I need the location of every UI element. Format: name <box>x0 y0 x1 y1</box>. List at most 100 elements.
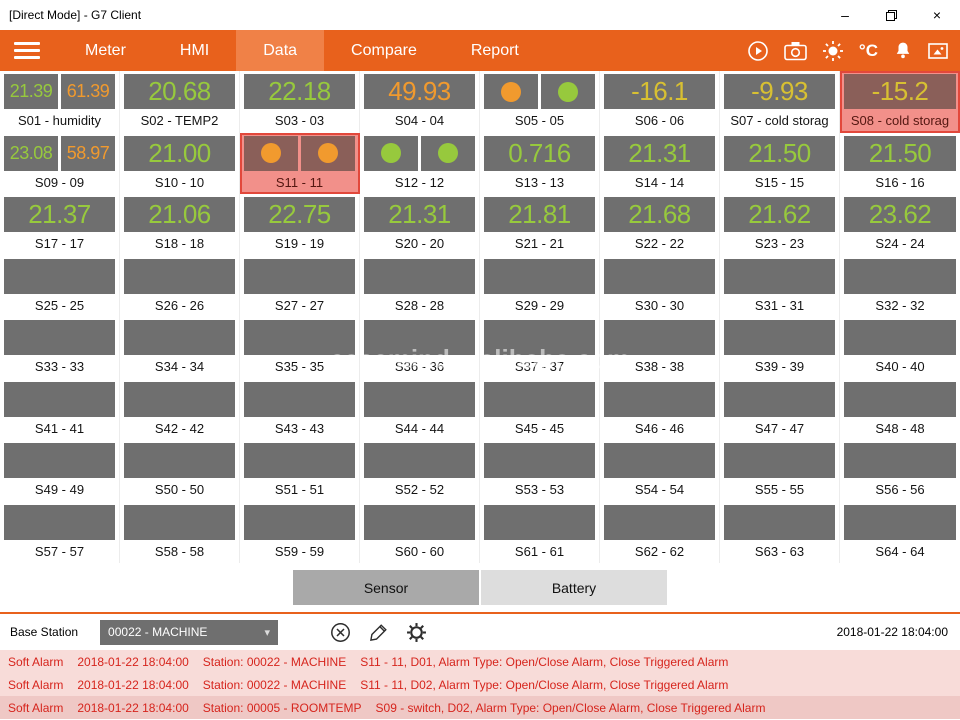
tab-meter[interactable]: Meter <box>85 41 126 59</box>
sensor-tile-s17[interactable]: 21.37 S17 - 17 <box>0 194 120 256</box>
sensor-tile-s01[interactable]: 21.39 61.39 S01 - humidity <box>0 71 120 133</box>
sensor-tile-s22[interactable]: 21.68 S22 - 22 <box>600 194 720 256</box>
export-image-icon[interactable] <box>928 41 948 61</box>
sensor-tile-s29[interactable]: S29 - 29 <box>480 255 600 317</box>
sensor-tile-s45[interactable]: S45 - 45 <box>480 378 600 440</box>
sensor-tile-s53[interactable]: S53 - 53 <box>480 440 600 502</box>
sensor-tile-s34[interactable]: S34 - 34 <box>120 317 240 379</box>
sensor-value-boxes: 21.68 <box>604 197 715 232</box>
sensor-tile-s44[interactable]: S44 - 44 <box>360 378 480 440</box>
sensor-label: S62 - 62 <box>634 543 685 559</box>
sensor-tile-s60[interactable]: S60 - 60 <box>360 501 480 563</box>
settings-gear-icon[interactable] <box>406 622 427 643</box>
sensor-tile-s47[interactable]: S47 - 47 <box>720 378 840 440</box>
sensor-tile-s63[interactable]: S63 - 63 <box>720 501 840 563</box>
sensor-value-box <box>364 443 475 478</box>
sensor-tile-s08[interactable]: -15.2 S08 - cold storag <box>840 71 960 133</box>
sensor-tile-s16[interactable]: 21.50 S16 - 16 <box>840 133 960 195</box>
sensor-tile-s31[interactable]: S31 - 31 <box>720 255 840 317</box>
sensor-tile-s13[interactable]: 0.716 S13 - 13 <box>480 132 600 194</box>
sensor-tile-s12[interactable]: S12 - 12 <box>360 132 480 194</box>
base-station-tools <box>330 622 427 643</box>
brightness-icon[interactable] <box>822 40 844 62</box>
sensor-status-box <box>244 135 298 171</box>
sensor-label: S60 - 60 <box>394 543 445 559</box>
sensor-tile-s52[interactable]: S52 - 52 <box>360 440 480 502</box>
sensor-tile-s36[interactable]: S36 - 36 <box>360 317 480 379</box>
alarm-log-row[interactable]: Soft Alarm 2018-01-22 18:04:00 Station: … <box>0 673 960 696</box>
sensor-tile-s33[interactable]: S33 - 33 <box>0 317 120 379</box>
sensor-tile-s32[interactable]: S32 - 32 <box>840 256 960 318</box>
sensor-tile-s43[interactable]: S43 - 43 <box>240 378 360 440</box>
sensor-tile-s30[interactable]: S30 - 30 <box>600 255 720 317</box>
station-dropdown[interactable]: 00022 - MACHINE ▾ <box>100 619 279 645</box>
sensor-tile-s58[interactable]: S58 - 58 <box>120 501 240 563</box>
sensor-tile-s59[interactable]: S59 - 59 <box>240 501 360 563</box>
sensor-tile-s21[interactable]: 21.81 S21 - 21 <box>480 194 600 256</box>
sensor-tile-s18[interactable]: 21.06 S18 - 18 <box>120 194 240 256</box>
close-button[interactable]: × <box>932 7 942 23</box>
sensor-tile-s28[interactable]: S28 - 28 <box>360 255 480 317</box>
play-circle-icon[interactable] <box>747 40 769 62</box>
sensor-tile-s20[interactable]: 21.31 S20 - 20 <box>360 194 480 256</box>
sensor-tile-s50[interactable]: S50 - 50 <box>120 440 240 502</box>
restore-button[interactable] <box>868 0 914 30</box>
alarm-log-row[interactable]: Soft Alarm 2018-01-22 18:04:00 Station: … <box>0 650 960 673</box>
clear-circle-x-icon[interactable] <box>330 622 351 643</box>
sensor-tile-s46[interactable]: S46 - 46 <box>600 378 720 440</box>
sensor-value-box <box>724 504 835 540</box>
tab-compare[interactable]: Compare <box>351 41 417 59</box>
sensor-tile-s24[interactable]: 23.62 S24 - 24 <box>840 194 960 256</box>
sensor-tile-s07[interactable]: -9.93 S07 - cold storag <box>720 71 840 133</box>
sensor-tile-s06[interactable]: -16.1 S06 - 06 <box>600 71 720 133</box>
tab-data[interactable]: Data <box>236 30 325 71</box>
alarm-severity: Soft Alarm <box>8 654 64 669</box>
sensor-tile-s14[interactable]: 21.31 S14 - 14 <box>600 132 720 194</box>
sensor-tile-s04[interactable]: 49.93 S04 - 04 <box>360 71 480 133</box>
alarm-bell-icon[interactable] <box>893 40 913 61</box>
green-status-dot-icon <box>438 143 458 163</box>
sensor-tile-s03[interactable]: 22.18 S03 - 03 <box>240 71 360 133</box>
camera-icon[interactable] <box>784 41 807 61</box>
temperature-unit[interactable]: °C <box>858 40 878 60</box>
sensor-tile-s26[interactable]: S26 - 26 <box>120 255 240 317</box>
sensor-label: S39 - 39 <box>754 359 805 374</box>
sensor-tile-s48[interactable]: S48 - 48 <box>840 379 960 441</box>
sensor-tile-s41[interactable]: S41 - 41 <box>0 378 120 440</box>
sensor-tile-s37[interactable]: S37 - 37 <box>480 317 600 379</box>
sensor-tile-s42[interactable]: S42 - 42 <box>120 378 240 440</box>
sensor-tile-s11[interactable]: S11 - 11 <box>240 132 360 194</box>
sensor-tile-s23[interactable]: 21.62 S23 - 23 <box>720 194 840 256</box>
alarm-log-row[interactable]: Soft Alarm 2018-01-22 18:04:00 Station: … <box>0 696 960 719</box>
edit-pencil-icon[interactable] <box>369 623 388 642</box>
sensor-tile-s15[interactable]: 21.50 S15 - 15 <box>720 132 840 194</box>
sensor-tile-s51[interactable]: S51 - 51 <box>240 440 360 502</box>
sensor-tile-s35[interactable]: S35 - 35 <box>240 317 360 379</box>
sensor-tile-s19[interactable]: 22.75 S19 - 19 <box>240 194 360 256</box>
sensor-tile-s49[interactable]: S49 - 49 <box>0 440 120 502</box>
sensor-tile-s39[interactable]: S39 - 39 <box>720 317 840 379</box>
sensor-tab-button[interactable]: Sensor <box>293 570 479 605</box>
sensor-tile-s09[interactable]: 23.08 58.97 S09 - 09 <box>0 132 120 194</box>
minimize-button[interactable]: – <box>841 7 849 23</box>
sensor-tile-s27[interactable]: S27 - 27 <box>240 255 360 317</box>
sensor-tile-s02[interactable]: 20.68 S02 - TEMP2 <box>120 71 240 133</box>
sensor-tile-s40[interactable]: S40 - 40 <box>840 317 960 379</box>
sensor-tile-s57[interactable]: S57 - 57 <box>0 501 120 563</box>
sensor-tile-s55[interactable]: S55 - 55 <box>720 440 840 502</box>
sensor-tile-s64[interactable]: S64 - 64 <box>840 502 960 564</box>
menu-icon[interactable] <box>14 42 40 59</box>
tab-report[interactable]: Report <box>470 41 519 59</box>
sensor-tile-s05[interactable]: S05 - 05 <box>480 71 600 133</box>
sensor-label: S29 - 29 <box>514 297 565 313</box>
sensor-tile-s25[interactable]: S25 - 25 <box>0 255 120 317</box>
sensor-tile-s54[interactable]: S54 - 54 <box>600 440 720 502</box>
sensor-tile-s62[interactable]: S62 - 62 <box>600 501 720 563</box>
sensor-tile-s56[interactable]: S56 - 56 <box>840 440 960 502</box>
green-status-dot-icon <box>381 143 401 163</box>
battery-tab-button[interactable]: Battery <box>481 570 667 605</box>
tab-hmi[interactable]: HMI <box>179 41 210 59</box>
sensor-tile-s38[interactable]: S38 - 38 <box>600 317 720 379</box>
sensor-tile-s10[interactable]: 21.00 S10 - 10 <box>120 132 240 194</box>
sensor-tile-s61[interactable]: S61 - 61 <box>480 501 600 563</box>
